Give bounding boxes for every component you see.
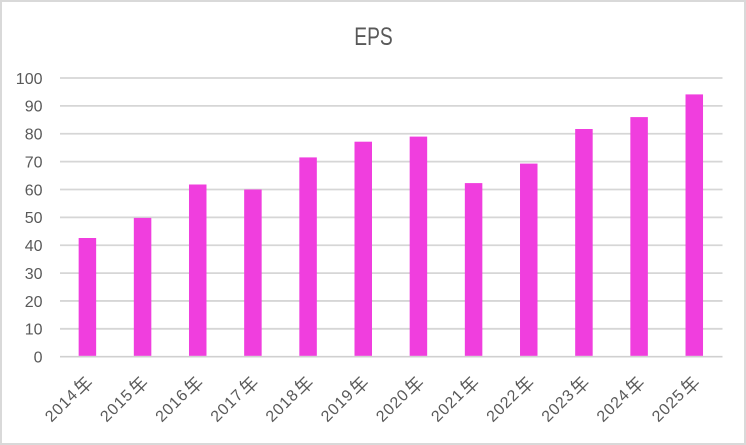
svg-text:80: 80 bbox=[25, 127, 43, 144]
svg-text:50: 50 bbox=[25, 210, 43, 227]
svg-text:100: 100 bbox=[16, 71, 43, 88]
svg-text:10: 10 bbox=[25, 322, 43, 339]
svg-text:40: 40 bbox=[25, 238, 43, 255]
svg-text:0: 0 bbox=[34, 350, 43, 367]
svg-text:90: 90 bbox=[25, 99, 43, 116]
svg-text:20: 20 bbox=[25, 294, 43, 311]
svg-text:30: 30 bbox=[25, 266, 43, 283]
svg-text:EPS: EPS bbox=[354, 23, 393, 51]
svg-text:60: 60 bbox=[25, 182, 43, 199]
svg-text:70: 70 bbox=[25, 154, 43, 171]
